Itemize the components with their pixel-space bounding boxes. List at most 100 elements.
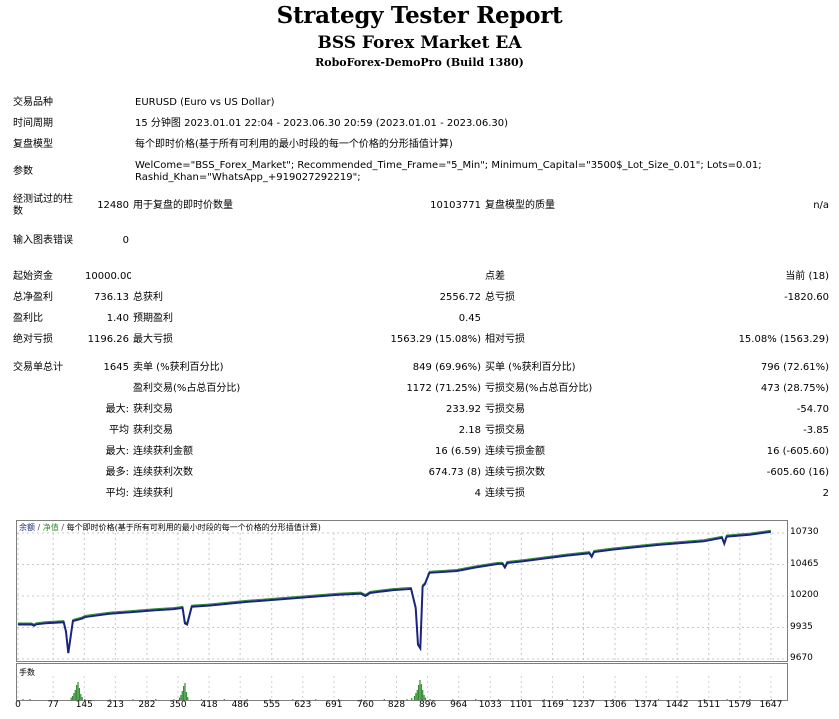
volume-bar: [181, 691, 183, 700]
volume-bar: [420, 684, 422, 700]
x-tick-label: 691: [325, 700, 343, 710]
volume-bar: [406, 699, 408, 700]
row-maxamt: 最多: 连续获利次数 674.73 (8) 连续亏损次数 -605.60 (16…: [11, 462, 831, 483]
symbol-value: EURUSD (Euro vs US Dollar): [135, 96, 275, 108]
volume-bar: [84, 699, 86, 700]
volume-bar: [703, 699, 705, 700]
grossprofit-value: 2556.72: [439, 291, 481, 303]
volume-bar: [184, 683, 186, 700]
x-tick-label: 1647: [759, 700, 783, 710]
volume-bar: [78, 688, 80, 700]
params-label: 参数: [13, 166, 33, 177]
volume-bar: [22, 699, 24, 700]
x-tick-label: 282: [138, 700, 156, 710]
avgcons-wins-value: 4: [474, 487, 481, 499]
volume-bar: [416, 690, 418, 700]
x-tick-label: 1033: [478, 700, 502, 710]
errors-value: 0: [122, 235, 129, 246]
max-profit-label: 获利交易: [133, 403, 173, 415]
legend-equity: 净值: [42, 523, 59, 532]
row-drawdown: 绝对亏损 1196.26 最大亏损 1563.29 (15.08%) 相对亏损 …: [11, 329, 831, 350]
avgcons-losses-value: 2: [822, 487, 830, 499]
maxdd-label: 最大亏损: [133, 333, 173, 345]
volume-bar: [566, 699, 568, 700]
maxcons-losses-label: 连续亏损金额: [485, 445, 545, 457]
volume-bar: [383, 699, 385, 700]
x-tick-label: 1237: [572, 700, 595, 710]
volume-title: 手数: [19, 668, 35, 677]
maxamt-profit-label: 连续获利次数: [133, 466, 193, 478]
row-bars: 经测试过的柱数 12480 用于复盘的即时价数量 10103771 复盘模型的质…: [11, 189, 831, 223]
row-avgcons: 平均: 连续获利 4 连续亏损 2: [11, 483, 831, 504]
volume-bar: [475, 699, 477, 700]
balance-chart-svg: [17, 529, 787, 661]
ticks-value: 10103771: [430, 200, 481, 211]
volume-bar: [543, 699, 545, 700]
grossprofit-label: 总获利: [133, 291, 163, 303]
row-deposit: 起始资金 10000.00 点差 当前 (18): [11, 266, 831, 287]
ticks-label: 用于复盘的即时价数量: [133, 200, 233, 211]
x-tick-label: 1511: [697, 700, 721, 710]
volume-bar: [413, 696, 416, 700]
model-label: 复盘模型: [13, 138, 53, 150]
deposit-value: 10000.00: [85, 270, 131, 282]
volume-bar: [292, 699, 294, 700]
volume-bar: [71, 696, 74, 700]
maxcons-label: 最大:: [105, 445, 129, 457]
maxcons-losses-value: 16 (-605.60): [766, 445, 830, 457]
expected-label: 预期盈利: [133, 312, 173, 324]
volume-bar: [429, 699, 431, 700]
volume-bar: [109, 699, 111, 700]
netprofit-value: 736.13: [94, 291, 129, 303]
volume-bar: [612, 699, 614, 700]
chart-legend: 余额 / 净值 / 每个即时价格(基于所有可利用的最小时段的每一个价格的分形插值…: [19, 522, 321, 533]
period-value: 15 分钟图 2023.01.01 22:04 - 2023.06.30 20:…: [135, 117, 509, 129]
maxcons-wins-value: 16 (6.59): [435, 445, 481, 457]
volume-bar: [315, 699, 317, 700]
avgcons-label: 平均:: [105, 487, 129, 499]
pf-label: 盈利比: [13, 312, 43, 324]
row-maxcons: 最大: 连续获利金额 16 (6.59) 连续亏损金额 16 (-605.60): [11, 441, 831, 462]
x-tick-label: 350: [169, 700, 187, 710]
x-tick-label: 964: [450, 700, 468, 710]
x-tick-label: 623: [294, 700, 312, 710]
short-label: 卖单 (%获利百分比): [133, 361, 224, 373]
row-trades: 交易单总计 1645 卖单 (%获利百分比) 849 (69.96%) 买单 (…: [11, 357, 831, 378]
x-tick-label: 1169: [540, 700, 564, 710]
deposit-label: 起始资金: [13, 270, 53, 282]
maxamt-profit-value: 674.73 (8): [428, 466, 481, 478]
row-profitfactor: 盈利比 1.40 预期盈利 0.45: [11, 308, 831, 329]
short-value: 849 (69.96%): [412, 361, 481, 373]
y-tick-label: 10465: [790, 558, 819, 569]
pf-value: 1.40: [106, 312, 129, 324]
row-symbol: 交易品种 EURUSD (Euro vs US Dollar): [11, 92, 831, 113]
volume-chart: 手数: [16, 663, 788, 701]
volume-bar: [185, 692, 187, 700]
x-tick-label: 145: [75, 700, 93, 710]
volume-bar: [70, 697, 72, 700]
volume-bar: [589, 699, 591, 700]
volume-bar: [635, 699, 637, 700]
avg-profit-value: 2.18: [458, 424, 481, 436]
x-tick-label: 896: [419, 700, 437, 710]
volume-chart-svg: [17, 676, 773, 700]
avgcons-wins-label: 连续获利: [133, 487, 173, 499]
volume-bar: [418, 685, 420, 700]
profit-trades-value: 1172 (71.25%): [406, 382, 481, 394]
absdd-label: 绝对亏损: [13, 333, 53, 345]
row-avg-trade: 平均 获利交易 2.18 亏损交易 -3.85: [11, 420, 831, 441]
absdd-value: 1196.26: [87, 333, 129, 345]
report-title: Strategy Tester Report: [276, 2, 563, 29]
volume-bar: [726, 699, 728, 700]
y-tick-label: 10200: [790, 590, 819, 600]
profit-trades-label: 盈利交易(%占总百分比): [133, 382, 241, 394]
y-tick-label: 9935: [790, 621, 813, 632]
row-netprofit: 总净盈利 736.13 总获利 2556.72 总亏损 -1820.60: [11, 287, 831, 308]
volume-bar: [187, 697, 189, 700]
volume-bar: [178, 697, 181, 700]
volume-bar: [73, 693, 75, 700]
server-build: RoboForex-DemoPro (Build 1380): [315, 56, 524, 69]
volume-bar: [498, 699, 500, 700]
volume-bar: [180, 695, 182, 700]
volume-bar: [338, 699, 340, 700]
